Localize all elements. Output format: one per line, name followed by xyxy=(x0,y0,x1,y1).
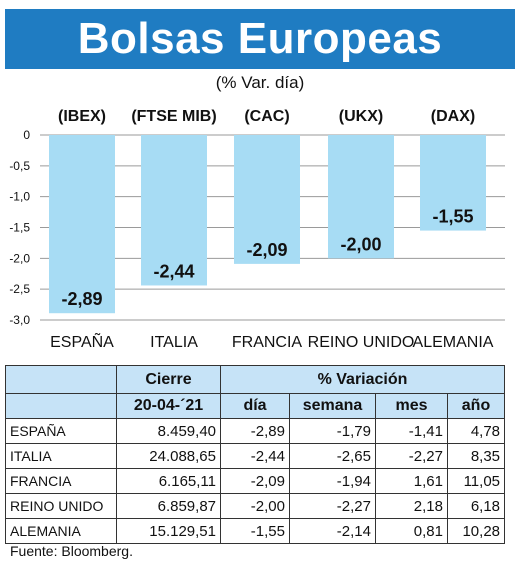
table-subheader-semana: semana xyxy=(289,393,376,419)
table-cell-ano: 6,18 xyxy=(446,493,506,519)
table-row: ALEMANIA 15.129,51 -1,55 -2,14 0,81 10,2… xyxy=(5,518,506,544)
value-label: -1,55 xyxy=(432,207,473,227)
table-cell-dia: -2,00 xyxy=(220,493,290,519)
table-cell-country: FRANCIA xyxy=(5,468,117,494)
chart-subtitle: (% Var. día) xyxy=(215,73,305,92)
table-cell-semana: -2,65 xyxy=(289,443,376,469)
table-cell-mes: -1,41 xyxy=(375,418,448,444)
category-label: ESPAÑA xyxy=(50,331,114,351)
table-cell-semana: -2,27 xyxy=(289,493,376,519)
table-header-cierre: Cierre xyxy=(116,365,221,394)
table-header-blank xyxy=(5,365,117,394)
y-tick-label: -3,0 xyxy=(9,313,30,327)
y-tick-label: -0,5 xyxy=(9,159,30,173)
bar-chart: 0 -0,5 -1,0 -1,5 -2,0 -2,5 -3,0 (IBEX) -2,89 ESPA… xyxy=(9,108,505,351)
index-label: (FTSE MIB) xyxy=(131,108,216,125)
table-cell-cierre: 24.088,65 xyxy=(116,443,221,469)
table-header-variacion: % Variación xyxy=(219,365,506,394)
table-row: ESPAÑA 8.459,40 -2,89 -1,79 -1,41 4,78 xyxy=(5,418,506,444)
table-cell-dia: -2,89 xyxy=(220,418,290,444)
table-cell-ano: 8,35 xyxy=(446,443,506,469)
table-cell-ano: 4,78 xyxy=(446,418,506,444)
y-tick-label: -2,0 xyxy=(9,251,30,265)
table-cell-cierre: 15.129,51 xyxy=(116,518,221,544)
table-subheader-blank xyxy=(5,393,117,419)
bar xyxy=(234,135,300,264)
table-cell-cierre: 6.165,11 xyxy=(116,468,221,494)
table-cell-mes: 0,81 xyxy=(375,518,448,544)
table-cell-dia: -1,55 xyxy=(220,518,290,544)
table-cell-ano: 11,05 xyxy=(446,468,506,494)
y-tick-label: -1,0 xyxy=(9,190,30,204)
index-label: (UKX) xyxy=(339,108,383,125)
value-label: -2,89 xyxy=(61,289,102,309)
table-row: FRANCIA 6.165,11 -2,09 -1,94 1,61 11,05 xyxy=(5,468,506,494)
table-cell-semana: -2,14 xyxy=(289,518,376,544)
source-note: Fuente: Bloomberg. xyxy=(10,543,133,559)
bar xyxy=(328,135,394,259)
index-label: (CAC) xyxy=(244,108,289,125)
y-tick-label: -2,5 xyxy=(9,282,30,296)
data-table: Cierre % Variación 20-04-´21 día semana … xyxy=(5,365,506,544)
table-cell-cierre: 6.859,87 xyxy=(116,493,221,519)
table-cell-mes: 1,61 xyxy=(375,468,448,494)
category-label: ITALIA xyxy=(150,334,198,351)
table-cell-country: REINO UNIDO xyxy=(5,493,117,519)
index-label: (DAX) xyxy=(431,108,475,125)
table-cell-country: ESPAÑA xyxy=(5,418,117,444)
table-cell-country: ITALIA xyxy=(5,443,117,469)
category-label: FRANCIA xyxy=(232,334,303,351)
index-label: (IBEX) xyxy=(58,108,106,125)
table-cell-mes: 2,18 xyxy=(375,493,448,519)
table-cell-dia: -2,44 xyxy=(220,443,290,469)
y-tick-label: -1,5 xyxy=(9,221,30,235)
table-cell-mes: -2,27 xyxy=(375,443,448,469)
table-subheader-dia: día xyxy=(220,393,290,419)
chart-title: Bolsas Europeas xyxy=(5,9,515,69)
table-cell-country: ALEMANIA xyxy=(5,518,117,544)
table-cell-dia: -2,09 xyxy=(220,468,290,494)
category-label: ALEMANIA xyxy=(413,334,494,351)
category-label: REINO UNIDO xyxy=(308,334,415,351)
value-label: -2,00 xyxy=(340,234,381,254)
table-row: REINO UNIDO 6.859,87 -2,00 -2,27 2,18 6,… xyxy=(5,493,506,519)
table-subheader-mes: mes xyxy=(375,393,448,419)
table-cell-semana: -1,94 xyxy=(289,468,376,494)
y-tick-label: 0 xyxy=(23,128,30,142)
table-cell-ano: 10,28 xyxy=(446,518,506,544)
table-row: ITALIA 24.088,65 -2,44 -2,65 -2,27 8,35 xyxy=(5,443,506,469)
value-label: -2,09 xyxy=(246,240,287,260)
table-cell-cierre: 8.459,40 xyxy=(116,418,221,444)
table-cell-semana: -1,79 xyxy=(289,418,376,444)
bar xyxy=(49,135,115,314)
table-subheader-date: 20-04-´21 xyxy=(116,393,221,419)
bar xyxy=(420,135,486,231)
value-label: -2,44 xyxy=(153,261,194,281)
bar xyxy=(141,135,207,286)
table-subheader-ano: año xyxy=(446,393,506,419)
